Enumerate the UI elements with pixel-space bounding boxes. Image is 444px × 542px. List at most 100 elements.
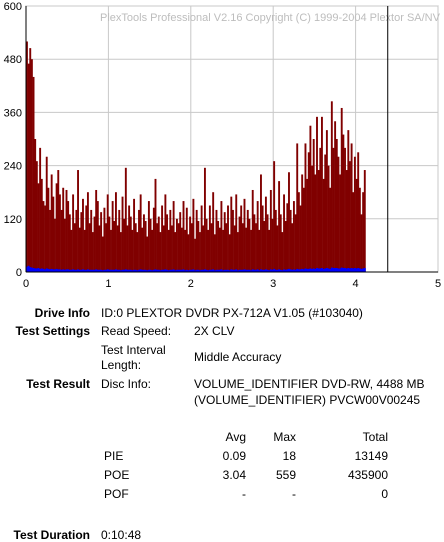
bar bbox=[103, 207, 106, 272]
bar bbox=[27, 265, 30, 272]
bar bbox=[54, 269, 56, 272]
bar bbox=[302, 187, 305, 272]
bar bbox=[30, 267, 33, 272]
bar bbox=[131, 270, 134, 272]
bar bbox=[217, 269, 220, 272]
bar bbox=[269, 189, 272, 272]
y-tick-label: 120 bbox=[4, 214, 22, 226]
bar bbox=[311, 165, 314, 272]
bar bbox=[47, 268, 50, 272]
bar bbox=[124, 167, 127, 272]
bar bbox=[228, 234, 231, 272]
bar bbox=[334, 121, 337, 273]
bar bbox=[307, 152, 310, 272]
bar bbox=[60, 269, 63, 272]
bar bbox=[279, 214, 282, 272]
bar bbox=[133, 269, 136, 272]
bar bbox=[342, 268, 345, 272]
bar bbox=[281, 232, 284, 272]
bar bbox=[180, 269, 183, 272]
bar bbox=[283, 194, 285, 272]
bar bbox=[260, 269, 262, 272]
bar bbox=[347, 268, 350, 272]
bar bbox=[327, 165, 330, 272]
disc-info-line1: VOLUME_IDENTIFIER DVD-RW, 4488 MB bbox=[194, 377, 425, 391]
bar bbox=[264, 269, 267, 272]
header-max: Max bbox=[273, 430, 296, 444]
bar bbox=[248, 269, 251, 272]
bar bbox=[63, 269, 66, 272]
bar bbox=[42, 268, 45, 272]
bar bbox=[187, 270, 190, 272]
bar bbox=[116, 225, 119, 272]
bar bbox=[95, 269, 98, 272]
x-tick-label: 3 bbox=[270, 278, 276, 290]
bar bbox=[337, 268, 340, 272]
bar bbox=[357, 268, 360, 272]
bar bbox=[45, 156, 48, 272]
bar bbox=[212, 269, 215, 272]
bar bbox=[350, 268, 353, 272]
bar bbox=[192, 269, 195, 272]
bar bbox=[281, 270, 284, 272]
bar bbox=[225, 223, 228, 272]
bar bbox=[138, 209, 140, 272]
bar bbox=[213, 270, 216, 272]
bar bbox=[126, 269, 129, 272]
bar bbox=[106, 194, 109, 272]
bar bbox=[352, 268, 355, 272]
bar bbox=[339, 268, 342, 272]
bar bbox=[185, 269, 188, 272]
bar bbox=[302, 269, 305, 272]
bar bbox=[57, 170, 60, 272]
bar bbox=[189, 216, 192, 272]
bar bbox=[27, 63, 30, 273]
bar bbox=[162, 225, 165, 272]
bar bbox=[227, 205, 229, 272]
test-interval-label-line2: Length: bbox=[101, 358, 142, 372]
x-tick-label: 2 bbox=[188, 278, 194, 290]
bar bbox=[355, 178, 358, 272]
row-pof-total: 0 bbox=[381, 487, 388, 501]
bar bbox=[182, 201, 185, 272]
bar bbox=[68, 214, 71, 272]
bar bbox=[292, 201, 295, 272]
bar bbox=[200, 269, 203, 272]
bar bbox=[362, 192, 365, 272]
bar bbox=[274, 269, 277, 272]
bar bbox=[360, 214, 363, 272]
bar bbox=[34, 139, 37, 272]
bar bbox=[100, 212, 103, 272]
test-duration-label: Test Duration bbox=[13, 528, 90, 542]
row-pof-avg: - bbox=[242, 487, 246, 501]
bar bbox=[306, 178, 309, 272]
bar bbox=[60, 209, 63, 272]
test-settings-label: Test Settings bbox=[15, 324, 90, 338]
bar bbox=[175, 218, 178, 272]
bar bbox=[39, 268, 42, 272]
bar bbox=[58, 194, 61, 272]
bar bbox=[236, 232, 239, 272]
bar bbox=[320, 116, 323, 272]
y-tick-label: 240 bbox=[4, 161, 22, 173]
bar bbox=[230, 269, 233, 272]
bar bbox=[67, 269, 70, 272]
series-0 bbox=[26, 41, 366, 273]
x-tick-label: 5 bbox=[435, 278, 441, 290]
bar bbox=[72, 194, 75, 272]
bar bbox=[111, 201, 114, 272]
bar bbox=[263, 221, 266, 272]
bar bbox=[203, 269, 206, 272]
bar bbox=[95, 189, 98, 272]
y-tick-label: 480 bbox=[4, 54, 22, 66]
bar bbox=[227, 269, 229, 272]
bar bbox=[154, 178, 157, 272]
bar bbox=[184, 229, 187, 272]
bar bbox=[240, 269, 243, 272]
bar bbox=[37, 268, 40, 272]
bar bbox=[294, 269, 297, 272]
bar bbox=[86, 269, 89, 272]
bar bbox=[353, 156, 356, 272]
bar bbox=[185, 207, 188, 272]
bar bbox=[166, 214, 168, 272]
